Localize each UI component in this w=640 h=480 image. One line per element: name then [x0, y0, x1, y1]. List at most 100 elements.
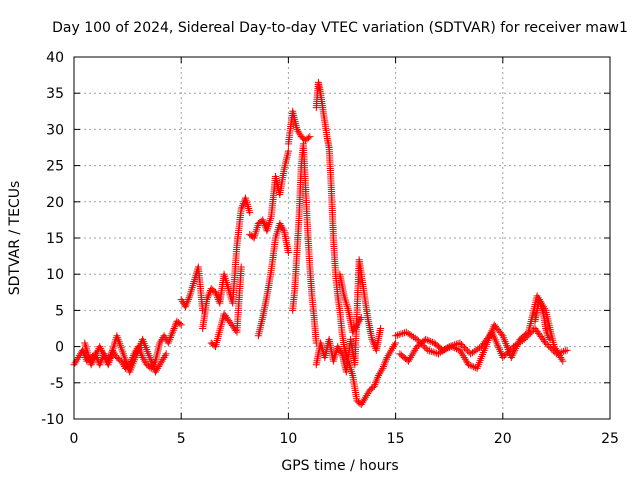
data-point	[364, 390, 372, 398]
data-point	[377, 368, 385, 376]
data-point	[449, 343, 457, 351]
data-point	[91, 352, 99, 360]
data-point	[391, 341, 399, 349]
data-point	[452, 345, 460, 353]
data-point	[169, 328, 177, 336]
data-point	[259, 218, 267, 226]
data-point	[239, 201, 247, 209]
data-point	[401, 329, 409, 337]
data-point	[425, 337, 433, 345]
data-point	[537, 301, 545, 309]
data-point	[542, 326, 550, 334]
data-point	[373, 375, 381, 383]
data-point	[356, 315, 364, 323]
data-point	[371, 381, 379, 389]
tick-layer: 0 5 10 15 20 25 -10 -5 0 5 10 15 20 25 30 35 40	[41, 50, 619, 447]
data-point	[100, 352, 108, 360]
data-point	[407, 353, 415, 361]
data-point	[176, 320, 184, 328]
data-point	[461, 344, 469, 352]
data-point	[167, 332, 175, 340]
data-point	[388, 344, 396, 352]
data-point	[499, 353, 507, 361]
data-point	[498, 330, 506, 338]
data-point	[408, 332, 416, 340]
data-point	[204, 292, 212, 300]
data-point	[358, 399, 366, 407]
data-point	[402, 328, 410, 336]
data-point	[382, 357, 390, 365]
data-point	[426, 347, 434, 355]
data-point	[260, 220, 268, 228]
data-point	[457, 341, 465, 349]
data-point	[470, 363, 478, 371]
y-tick-label: 10	[46, 267, 64, 283]
y-tick-label: -5	[50, 376, 64, 392]
data-point	[379, 363, 387, 371]
data-point	[422, 335, 430, 343]
data-point	[461, 355, 469, 363]
data-point	[353, 321, 361, 329]
data-point	[182, 301, 190, 309]
data-point	[359, 397, 367, 405]
data-point	[166, 334, 174, 342]
data-point	[458, 350, 466, 358]
data-point	[442, 345, 450, 353]
x-tick-label: 5	[177, 431, 186, 447]
data-point	[385, 350, 393, 358]
data-point	[509, 350, 517, 358]
data-point	[203, 296, 211, 304]
data-point	[237, 205, 245, 213]
data-point	[97, 346, 105, 354]
data-point	[507, 353, 515, 361]
data-point	[468, 349, 476, 357]
data-point	[456, 339, 464, 347]
data-point	[362, 393, 370, 401]
data-point	[139, 353, 147, 361]
data-point	[169, 326, 177, 334]
data-point	[427, 338, 435, 346]
data-point	[427, 347, 435, 355]
data-point	[387, 346, 395, 354]
data-point	[468, 362, 476, 370]
data-point	[237, 263, 245, 271]
data-point	[162, 350, 170, 358]
data-point	[392, 339, 400, 347]
data-point	[156, 361, 164, 369]
data-point	[92, 350, 100, 358]
data-point	[382, 355, 390, 363]
data-point	[184, 296, 192, 304]
x-tick-label: 10	[279, 431, 297, 447]
data-point	[374, 373, 382, 381]
data-point	[545, 342, 553, 350]
data-point	[560, 347, 568, 355]
data-point	[550, 343, 558, 351]
data-point	[433, 349, 441, 357]
data-point	[510, 348, 518, 356]
data-point	[156, 339, 164, 347]
data-point	[276, 220, 284, 228]
data-point	[369, 339, 377, 347]
data-point	[456, 346, 464, 354]
data-point	[99, 350, 107, 358]
data-point	[536, 297, 544, 305]
data-point	[212, 290, 220, 298]
data-point	[102, 355, 110, 363]
data-point	[369, 337, 377, 345]
x-tick-label: 15	[387, 431, 405, 447]
y-tick-label: 30	[46, 122, 64, 138]
data-point	[349, 328, 357, 336]
data-point	[546, 344, 554, 352]
data-point	[304, 134, 312, 142]
data-point	[279, 225, 287, 233]
data-point	[293, 125, 301, 133]
x-tick-label: 20	[494, 431, 512, 447]
data-point	[460, 353, 468, 361]
data-point	[284, 147, 292, 155]
data-point	[90, 355, 98, 363]
data-point	[376, 370, 384, 378]
data-layer	[70, 78, 571, 409]
data-point	[168, 330, 176, 338]
data-point	[177, 296, 185, 304]
